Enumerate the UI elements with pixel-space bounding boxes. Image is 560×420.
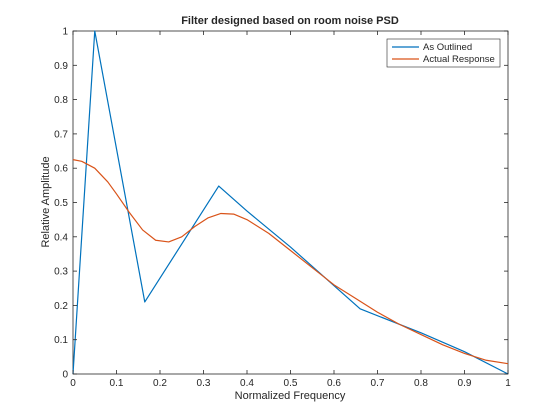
legend-label-as-outlined: As Outlined xyxy=(423,42,472,53)
y-tick-label: 0.8 xyxy=(54,95,68,106)
y-tick-label: 0.6 xyxy=(54,164,68,175)
x-tick-label: 0.9 xyxy=(458,378,472,389)
x-tick-label: 0.2 xyxy=(153,378,167,389)
y-tick-label: 1 xyxy=(62,27,68,38)
series-line-actual-response xyxy=(72,159,509,365)
legend-label-actual-response: Actual Response xyxy=(423,54,495,65)
y-axis-label: Relative Amplitude xyxy=(40,156,52,247)
y-tick-label: 0.4 xyxy=(54,232,68,243)
legend: As Outlined Actual Response xyxy=(386,38,501,68)
x-tick-label: 0 xyxy=(70,378,76,389)
y-axis-ticks: 0 0.1 0.2 0.3 0.4 0.5 0.6 0.7 0.8 0.9 1 xyxy=(54,27,508,381)
x-tick-label: 0.8 xyxy=(414,378,428,389)
x-tick-label: 0.3 xyxy=(197,378,211,389)
y-tick-label: 0.9 xyxy=(54,61,68,72)
y-tick-label: 0.7 xyxy=(54,129,68,140)
axes-box xyxy=(72,30,509,375)
y-tick-label: 0.2 xyxy=(54,301,68,312)
series-layer xyxy=(72,30,509,375)
x-axis-ticks: 0 0.1 0.2 0.3 0.4 0.5 0.6 0.7 0.8 0.9 1 xyxy=(70,31,511,389)
y-tick-label: 0.5 xyxy=(54,198,68,209)
plot-area: 0 0.1 0.2 0.3 0.4 0.5 0.6 0.7 0.8 0.9 1 0 0.1 0.2 0.3… xyxy=(54,27,511,390)
legend-box xyxy=(386,38,501,68)
x-tick-label: 0.6 xyxy=(327,378,341,389)
y-tick-label: 0 xyxy=(62,370,68,381)
y-tick-label: 0.3 xyxy=(54,267,68,278)
x-tick-label: 0.5 xyxy=(284,378,298,389)
y-tick-label: 0.1 xyxy=(54,335,68,346)
x-tick-label: 0.4 xyxy=(240,378,254,389)
x-axis-label: Normalized Frequency xyxy=(235,390,346,402)
x-tick-label: 0.1 xyxy=(110,378,124,389)
x-tick-label: 1 xyxy=(505,378,511,389)
x-tick-label: 0.7 xyxy=(371,378,385,389)
chart-title: Filter designed based on room noise PSD xyxy=(181,15,399,27)
series-line-as-outlined xyxy=(72,30,509,375)
